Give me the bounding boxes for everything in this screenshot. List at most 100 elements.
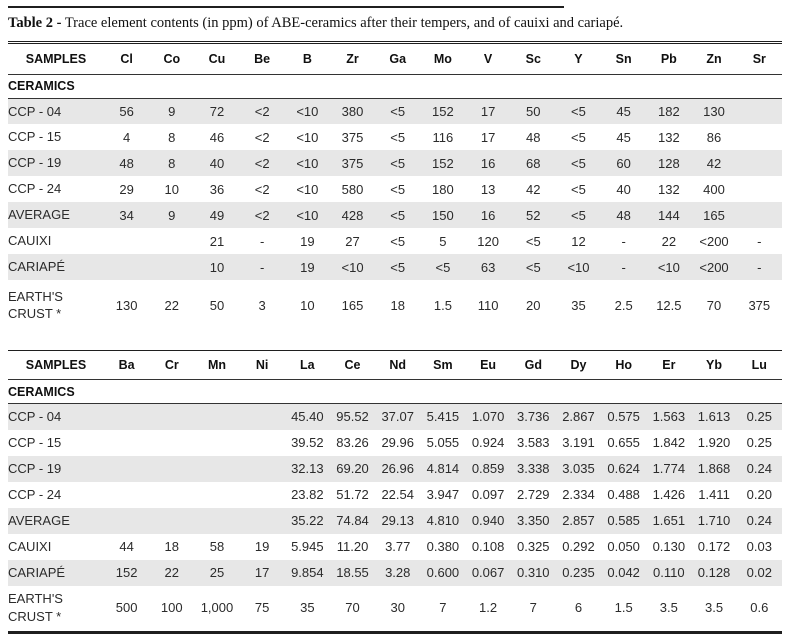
value-cell: <200 [691, 254, 737, 281]
value-cell [194, 455, 240, 482]
value-cell: 1.070 [465, 403, 511, 430]
value-cell: 22 [149, 559, 195, 586]
value-cell: 1.920 [697, 435, 731, 451]
value-cell: 0.235 [555, 559, 602, 586]
column-header: Yb [691, 350, 737, 381]
value-cell: 8 [149, 150, 195, 177]
value-cell: 500 [115, 600, 138, 616]
value-cell: 74.84 [329, 507, 376, 534]
value-cell: <5 [375, 202, 421, 229]
value-cell: 0.600 [420, 559, 466, 586]
column-header: V [465, 44, 511, 75]
value-cell: <5 [375, 254, 421, 281]
column-header: Nd [375, 350, 421, 381]
section-header: CERAMICS [8, 74, 782, 99]
value-cell: <5 [390, 181, 406, 197]
value-cell: 12 [571, 233, 586, 249]
value-cell: 1.426 [652, 487, 686, 503]
column-header: Sm [420, 350, 466, 381]
column-header: Cr [149, 350, 195, 381]
value-cell: 132 [657, 181, 680, 197]
value-cell: 0.380 [426, 539, 460, 555]
table-gap [8, 330, 782, 350]
value-cell: <10 [646, 254, 692, 281]
value-cell: 1.868 [691, 455, 737, 482]
value-cell: 10 [194, 254, 240, 281]
value-cell: 20 [526, 297, 541, 313]
column-header: Zr [329, 44, 376, 75]
column-header: Zn [691, 44, 737, 75]
value-cell: 17 [480, 129, 496, 145]
value-cell [736, 98, 782, 125]
value-cell: 0.292 [562, 539, 595, 555]
value-cell: 48 [526, 129, 541, 145]
table-row: CAUIXI 44 18 58 19 5.945 11.20 3.77 0.380 0.108 0.… [8, 534, 782, 560]
value-cell: 0.130 [652, 539, 686, 555]
value-cell: <2 [239, 150, 285, 177]
value-cell: 0.108 [471, 539, 505, 555]
table-row: AVERAGE 35.22 74.84 29.13 4.810 0.940 3.350 2.8… [8, 507, 782, 534]
value-cell: 100 [160, 600, 183, 616]
value-cell: 380 [329, 98, 376, 125]
value-cell [149, 403, 195, 430]
value-cell: <10 [296, 129, 319, 145]
column-header: Ga [375, 44, 421, 75]
value-cell: 40 [616, 181, 631, 197]
value-cell: 45 [601, 98, 647, 125]
value-cell: 34 [104, 202, 150, 229]
value-cell: 165 [341, 297, 364, 313]
value-cell: <200 [699, 233, 729, 249]
value-cell: 17 [465, 98, 511, 125]
value-cell: 35.22 [284, 507, 330, 534]
value-cell: 130 [115, 297, 138, 313]
value-cell: 144 [646, 202, 692, 229]
value-cell: 0.20 [746, 487, 772, 503]
sample-label: CCP - 24 [8, 486, 62, 502]
value-cell: 3.947 [426, 487, 460, 503]
table-row: CCP - 24 23.82 51.72 22.54 3.947 0.097 2.729 2.… [8, 482, 782, 508]
value-cell [149, 507, 195, 534]
value-cell: 68 [510, 150, 556, 177]
value-cell: 0.325 [517, 539, 550, 555]
value-cell [239, 403, 285, 430]
value-cell: - [757, 233, 762, 249]
table-row: AVERAGE 34 9 49 <2 <10 428 <5 150 16 52 <5 48 144 165 [8, 202, 782, 229]
value-cell: <5 [555, 150, 602, 177]
value-cell: 50 [209, 297, 225, 313]
column-header: Eu [465, 350, 511, 381]
value-cell [194, 482, 239, 508]
column-header: Ho [601, 350, 647, 381]
value-cell [149, 228, 194, 254]
sample-label: CCP - 15 [8, 434, 62, 450]
sample-label: CCP - 15 [8, 129, 62, 145]
value-cell: 0.050 [607, 539, 640, 555]
value-cell: 2.334 [562, 487, 595, 503]
value-cell: 37.07 [375, 403, 421, 430]
value-cell: 8 [168, 129, 176, 145]
value-cell: 128 [646, 150, 692, 177]
value-cell [104, 507, 150, 534]
column-header: Cu [194, 44, 240, 75]
value-cell [239, 455, 285, 482]
value-cell: 29.13 [375, 507, 421, 534]
value-cell: 22 [661, 233, 677, 249]
value-cell: 0.6 [750, 600, 769, 616]
value-cell: 4 [122, 129, 131, 145]
sample-label: CAUIXI [8, 538, 52, 554]
value-cell: 30 [390, 600, 405, 616]
value-cell: 18 [164, 539, 180, 555]
sample-label: CAUIXI [8, 233, 52, 249]
value-cell: 132 [657, 129, 680, 145]
value-cell: 21 [209, 233, 225, 249]
column-header: Mo [420, 44, 466, 75]
value-cell: - [736, 254, 782, 281]
value-cell: 0.585 [601, 507, 647, 534]
value-cell: 35 [571, 297, 586, 313]
value-cell: 9 [149, 98, 195, 125]
value-cell [104, 430, 149, 456]
value-cell: 95.52 [329, 403, 376, 430]
value-cell: 19 [254, 539, 270, 555]
sample-label: AVERAGE [8, 202, 104, 229]
value-cell: 428 [329, 202, 376, 229]
